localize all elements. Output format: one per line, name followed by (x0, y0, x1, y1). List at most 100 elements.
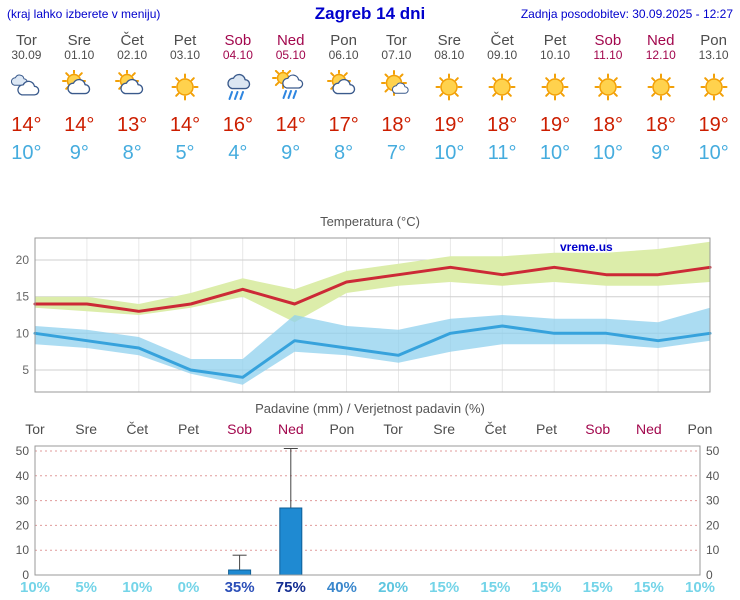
precip-y-tick-left: 30 (16, 494, 30, 508)
precip-day-label: Pon (329, 421, 354, 437)
day-date: 01.10 (64, 48, 95, 62)
sunny-icon (476, 62, 529, 112)
day-date: 05.10 (275, 48, 306, 62)
precip-y-tick-right: 10 (706, 543, 720, 557)
precip-probability: 20% (378, 579, 408, 596)
precip-day-label: Pet (536, 421, 557, 437)
low-temp: 9° (281, 142, 301, 164)
precip-probability: 15% (583, 579, 613, 596)
low-temp: 8° (122, 142, 142, 164)
day-name: Ned (276, 32, 305, 49)
rain-icon (211, 62, 264, 112)
low-temp: 10° (434, 142, 465, 164)
menu-hint: (kraj lahko izberete v meniju) (7, 7, 161, 21)
day-column-01.10: Sre 01.10 14° 9° (53, 32, 106, 164)
temp-y-tick: 15 (16, 290, 30, 304)
temperature-chart: 5 10 15 20 vreme.us (16, 237, 712, 393)
precip-probability: 10% (20, 579, 50, 596)
low-temp: 11° (487, 142, 517, 164)
page-title: Zagreb 14 dni (314, 4, 426, 23)
day-date: 09.10 (487, 48, 518, 62)
precip-day-label: Sob (585, 421, 610, 437)
day-date: 10.10 (540, 48, 571, 62)
precip-probability: 15% (634, 579, 664, 596)
temp-y-tick: 20 (16, 253, 30, 267)
precip-day-label: Tor (25, 421, 45, 437)
day-column-03.10: Pet 03.10 14° 5° (159, 32, 212, 164)
low-temp: 10° (698, 142, 729, 164)
precip-y-tick-right: 50 (706, 444, 720, 458)
day-date: 04.10 (222, 48, 253, 62)
day-column-06.10: Pon 06.10 17° 8° (317, 32, 370, 164)
day-date: 06.10 (328, 48, 359, 62)
partly-cloudy-icon (106, 62, 159, 112)
high-temp: 19° (698, 114, 729, 136)
precip-day-label: Sob (227, 421, 252, 437)
precip-bar (279, 507, 303, 576)
day-name: Ned (646, 32, 675, 49)
high-temp: 14° (11, 114, 42, 136)
precip-probability: 5% (75, 579, 97, 596)
sunny-icon (581, 62, 634, 112)
precip-probability: 0% (178, 579, 200, 596)
low-temp: 8° (334, 142, 354, 164)
precip-y-tick-right: 40 (706, 469, 720, 483)
temp-chart-title: Temperatura (°C) (320, 214, 420, 229)
day-name: Čet (490, 32, 514, 49)
day-date: 12.10 (645, 48, 676, 62)
sunny-icon (423, 62, 476, 112)
high-temp: 18° (645, 114, 676, 136)
precip-probability: 10% (122, 579, 152, 596)
low-temp: 9° (69, 142, 89, 164)
day-column-09.10: Čet 09.10 18° 11° (476, 32, 529, 164)
low-temp: 10° (592, 142, 623, 164)
precip-y-tick-right: 20 (706, 518, 720, 532)
precip-probability: 40% (327, 579, 357, 596)
day-name: Pet (543, 32, 567, 49)
day-column-10.10: Pet 10.10 19° 10° (529, 32, 582, 164)
day-name: Pon (330, 32, 357, 49)
low-temp-line (33, 324, 712, 379)
low-temp: 10° (11, 142, 42, 164)
high-temp: 18° (592, 114, 623, 136)
low-temp: 4° (228, 142, 248, 164)
low-temp: 7° (386, 142, 406, 164)
day-column-08.10: Sre 08.10 19° 10° (423, 32, 476, 164)
day-column-05.10: Ned 05.10 14° 9° (264, 32, 317, 164)
precip-day-label: Tor (383, 421, 403, 437)
precipitation-chart: Tor Sre Čet Pet Sob Ned Pon Tor Sre Čet Pet Sob Ned P… (16, 421, 720, 596)
high-temp: 14° (275, 114, 306, 136)
precip-y-tick-left: 20 (16, 518, 30, 532)
precip-day-label: Pon (688, 421, 713, 437)
day-column-30.09: Tor 30.09 14° 10° (0, 32, 53, 164)
precip-day-label: Čet (126, 421, 148, 437)
low-temp: 9° (651, 142, 671, 164)
precip-day-label: Čet (485, 421, 507, 437)
precip-y-tick-left: 0 (22, 568, 29, 582)
day-date: 13.10 (698, 48, 729, 62)
day-name: Sob (224, 32, 252, 49)
day-name: Sre (67, 32, 91, 49)
day-date: 03.10 (169, 48, 201, 62)
day-name: Tor (386, 32, 407, 49)
precip-bar (228, 569, 252, 576)
low-temp: 10° (539, 142, 571, 164)
low-range-band (35, 307, 710, 385)
high-range-band (35, 241, 710, 323)
high-temp: 18° (381, 114, 412, 136)
high-temp: 16° (222, 114, 253, 136)
day-column-13.10: Pon 13.10 19° 10° (687, 32, 740, 164)
high-temp: 19° (434, 114, 465, 136)
high-temp: 19° (539, 114, 571, 136)
precip-probability: 75% (276, 579, 306, 596)
precip-y-tick-left: 40 (16, 469, 30, 483)
precip-probability: 15% (429, 579, 459, 596)
precip-day-label: Sre (433, 421, 455, 437)
day-date: 08.10 (434, 48, 465, 62)
precip-chart-title: Padavine (mm) / Verjetnost padavin (%) (255, 401, 485, 416)
forecast-strip: Tor 30.09 14° 10° Sre 01.10 14° 9° Čet 02.10 13° 8°… (0, 32, 740, 164)
day-column-04.10: Sob 04.10 16° 4° (211, 32, 264, 164)
precip-probability: 15% (480, 579, 510, 596)
day-column-11.10: Sob 11.10 18° 10° (581, 32, 634, 164)
precip-day-label: Sre (75, 421, 97, 437)
